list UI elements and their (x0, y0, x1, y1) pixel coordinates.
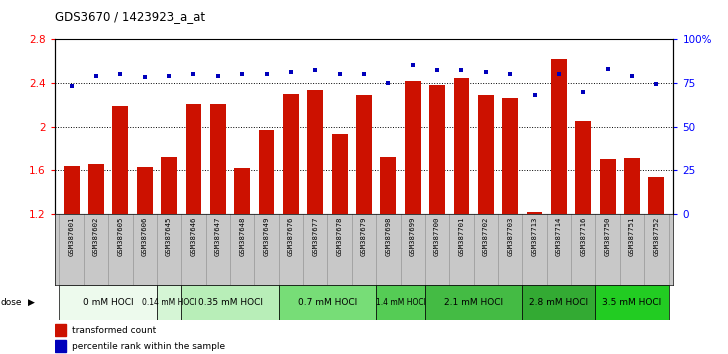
Bar (88, 164, 104, 214)
Text: 0.35 mM HOCl: 0.35 mM HOCl (197, 298, 263, 307)
Bar (137, 167, 153, 214)
Bar (307, 90, 323, 214)
Bar (258, 130, 274, 214)
Text: GSM387702: GSM387702 (483, 216, 488, 256)
Bar (405, 81, 421, 214)
Bar (430, 85, 445, 214)
Text: GSM387703: GSM387703 (507, 216, 513, 256)
Point (456, 68, 467, 73)
Text: dose: dose (1, 298, 23, 307)
Text: 2.1 mM HOCl: 2.1 mM HOCl (444, 298, 503, 307)
Bar (60, 285, 157, 320)
Point (237, 71, 248, 77)
Bar (186, 104, 202, 214)
Point (480, 69, 491, 75)
Text: GSM387679: GSM387679 (361, 216, 367, 256)
Text: 2.8 mM HOCl: 2.8 mM HOCl (529, 298, 588, 307)
Text: GSM387649: GSM387649 (264, 216, 269, 256)
Point (407, 62, 419, 68)
Bar (55, 340, 66, 353)
Point (626, 73, 638, 79)
Point (358, 71, 370, 77)
Text: GSM387698: GSM387698 (385, 216, 392, 256)
Text: GSM387752: GSM387752 (653, 216, 660, 256)
Text: GSM387701: GSM387701 (459, 216, 464, 256)
Bar (210, 104, 226, 214)
Point (529, 92, 540, 98)
Point (261, 71, 272, 77)
Text: percentile rank within the sample: percentile rank within the sample (72, 342, 225, 351)
Point (66, 84, 77, 89)
Text: GSM387648: GSM387648 (240, 216, 245, 256)
Bar (55, 324, 66, 336)
Text: 0.14 mM HOCl: 0.14 mM HOCl (142, 298, 197, 307)
Text: GSM387716: GSM387716 (580, 216, 586, 256)
Text: GSM387751: GSM387751 (629, 216, 635, 256)
Bar (551, 59, 567, 214)
Text: GSM387750: GSM387750 (605, 216, 611, 256)
Bar (425, 285, 523, 320)
Text: GSM387647: GSM387647 (215, 216, 221, 256)
Point (651, 82, 662, 87)
Bar (279, 285, 376, 320)
Text: 3.5 mM HOCl: 3.5 mM HOCl (602, 298, 662, 307)
Bar (234, 168, 250, 214)
Bar (624, 158, 640, 214)
Point (431, 68, 443, 73)
Bar (161, 157, 177, 214)
Bar (600, 159, 616, 214)
Point (212, 73, 223, 79)
Bar (332, 134, 347, 214)
Bar (502, 98, 518, 214)
Text: GSM387645: GSM387645 (166, 216, 172, 256)
Text: GSM387602: GSM387602 (93, 216, 99, 256)
Bar (575, 121, 591, 214)
Text: GSM387606: GSM387606 (142, 216, 148, 256)
Bar (283, 94, 298, 214)
Text: GSM387714: GSM387714 (556, 216, 562, 256)
Bar (181, 285, 279, 320)
Point (505, 71, 516, 77)
Bar (523, 285, 596, 320)
Bar (157, 285, 181, 320)
Bar (478, 95, 494, 214)
Point (139, 75, 151, 80)
Text: GDS3670 / 1423923_a_at: GDS3670 / 1423923_a_at (55, 10, 205, 23)
Point (90, 73, 102, 79)
Text: GSM387699: GSM387699 (410, 216, 416, 256)
Point (163, 73, 175, 79)
Text: GSM387605: GSM387605 (117, 216, 123, 256)
Text: GSM387678: GSM387678 (336, 216, 343, 256)
Point (382, 80, 394, 86)
Text: ▶: ▶ (28, 298, 34, 307)
Point (114, 71, 126, 77)
Bar (526, 212, 542, 214)
Bar (356, 95, 372, 214)
Bar (112, 106, 128, 214)
Bar (596, 285, 668, 320)
Text: GSM387713: GSM387713 (531, 216, 537, 256)
Bar (381, 157, 396, 214)
Bar (454, 78, 470, 214)
Point (334, 71, 346, 77)
Text: 0.7 mM HOCl: 0.7 mM HOCl (298, 298, 357, 307)
Point (309, 68, 321, 73)
Text: GSM387676: GSM387676 (288, 216, 294, 256)
Text: GSM387646: GSM387646 (191, 216, 197, 256)
Point (285, 69, 297, 75)
Point (602, 66, 614, 72)
Bar (649, 177, 664, 214)
Point (188, 71, 199, 77)
Text: GSM387700: GSM387700 (434, 216, 440, 256)
Text: 0 mM HOCl: 0 mM HOCl (83, 298, 133, 307)
Text: GSM387677: GSM387677 (312, 216, 318, 256)
Point (577, 89, 589, 95)
Bar (64, 166, 79, 214)
Text: 1.4 mM HOCl: 1.4 mM HOCl (376, 298, 425, 307)
Bar (376, 285, 425, 320)
Point (553, 71, 565, 77)
Text: GSM387601: GSM387601 (68, 216, 75, 256)
Text: transformed count: transformed count (72, 326, 157, 335)
